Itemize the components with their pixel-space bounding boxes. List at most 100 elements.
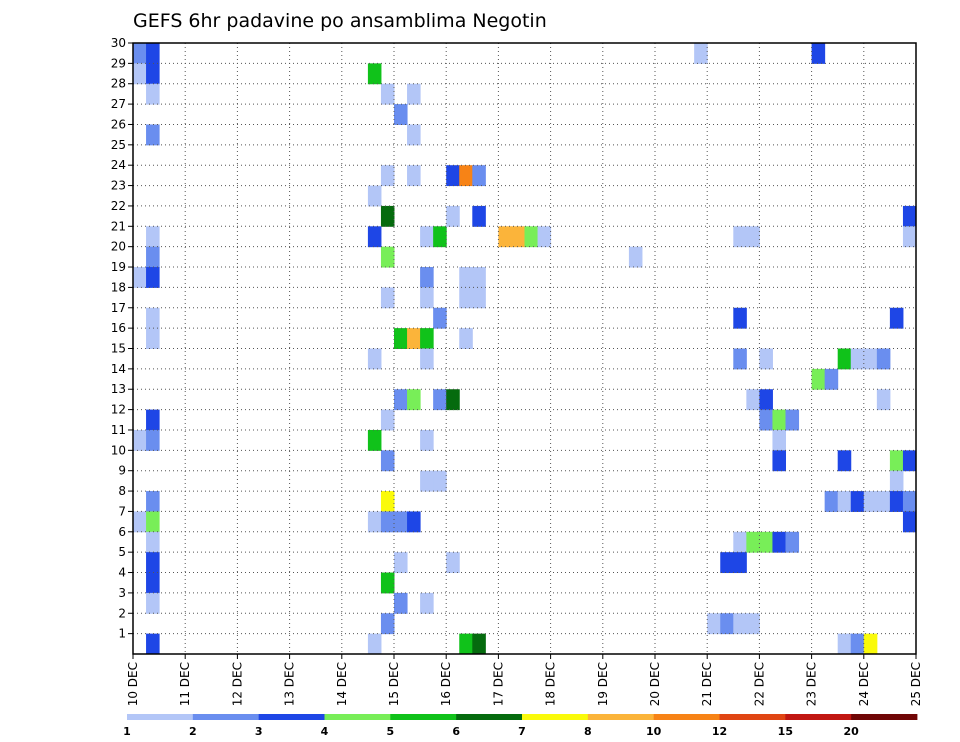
colorbar-swatch [390,714,457,720]
colorbar-label: 2 [189,725,197,738]
precip-cell [472,287,486,309]
colorbar: 1 2 3 4 5 6 7 8 10 12 15 20 [123,714,918,738]
x-tick-label: 17 DEC [491,662,505,706]
precip-cell [850,491,865,512]
precip-cell [146,124,160,146]
precip-cell [733,552,747,574]
colorbar-swatch [587,714,655,720]
precip-cell [511,226,525,248]
precip-cell [459,267,473,288]
precip-cell [133,43,147,64]
precip-cell [733,226,747,248]
colorbar-label: 8 [584,725,592,738]
precip-cell [433,226,447,248]
tick-labels: 1234567891011121314151617181920212223242… [111,36,923,706]
precip-cell [420,429,434,451]
colorbar-swatch [785,714,852,720]
precip-cell [446,205,460,227]
precip-cell [746,389,760,411]
y-tick-label: 14 [111,362,126,376]
precip-cell [380,83,395,105]
precip-cell [380,287,395,309]
precip-cell [720,552,734,574]
precip-cell [733,613,747,635]
precip-cell [902,450,917,472]
precip-cell [863,633,878,655]
precip-cell [498,226,512,248]
precip-cell [811,368,826,390]
precip-cell [133,267,147,288]
precip-cell [889,307,904,329]
colorbar-label: 4 [321,725,329,738]
precip-cell [902,491,917,512]
x-tick-label: 20 DEC [648,662,662,706]
precip-cell [876,348,891,370]
precip-cell [394,104,408,125]
y-tick-label: 21 [111,219,126,233]
precip-cell [850,633,865,655]
y-tick-label: 22 [111,199,126,213]
x-tick-label: 19 DEC [596,662,610,706]
precip-cell [420,267,434,288]
precip-cell [367,633,382,655]
precip-cell [420,470,434,492]
precip-cell [889,470,904,492]
precip-cell [146,429,160,451]
precip-cell [746,531,760,553]
x-tick-label: 13 DEC [283,662,297,706]
precip-cell [133,429,147,451]
y-tick-label: 23 [111,179,126,193]
precip-cell [146,43,160,64]
precip-cell [380,511,395,533]
y-tick-label: 16 [111,321,126,335]
precip-cell [759,409,773,431]
precip-cell [380,165,395,187]
y-tick-label: 1 [118,627,126,641]
precip-cell [446,552,460,574]
x-tick-label: 12 DEC [230,662,244,706]
precip-cell [420,348,434,370]
x-tick-label: 22 DEC [752,662,766,706]
colorbar-label: 15 [778,725,793,738]
precip-cell [837,491,852,512]
colorbar-swatch [719,714,786,720]
precip-cell [837,348,852,370]
precip-cell [837,450,852,472]
precip-cell [876,389,891,411]
precip-cell [420,287,434,309]
colorbar-swatch [324,714,391,720]
precip-cell [446,389,460,411]
precip-cell [772,531,786,553]
colorbar-swatch [258,714,325,720]
colorbar-label: 7 [518,725,526,738]
precip-cell [146,511,160,533]
colorbar-swatch [456,714,523,720]
precip-cell [380,613,395,635]
y-tick-label: 9 [118,464,126,478]
precip-cell [759,348,773,370]
x-tick-label: 10 DEC [126,662,140,706]
precip-cell [394,328,408,349]
precip-cell [367,429,382,451]
precip-cell [380,450,395,472]
precip-cell [850,348,865,370]
precip-cell [146,83,160,105]
colorbar-label: 6 [452,725,460,738]
precip-cell [146,592,160,614]
precip-cell [824,368,839,390]
x-tick-label: 16 DEC [439,662,453,706]
precip-cell [146,328,160,349]
precip-cell [146,572,160,594]
precip-cell [707,613,721,635]
precip-cell [407,124,421,146]
precip-cell [367,63,382,85]
colorbar-label: 1 [123,725,131,738]
colorbar-label: 12 [712,725,727,738]
colorbar-label: 20 [844,725,860,738]
precip-cell [694,43,708,64]
precip-cell [472,267,486,288]
chart-title: GEFS 6hr padavine po ansamblima Negotin [133,10,547,32]
y-tick-label: 10 [111,443,126,457]
precip-cell [772,409,786,431]
